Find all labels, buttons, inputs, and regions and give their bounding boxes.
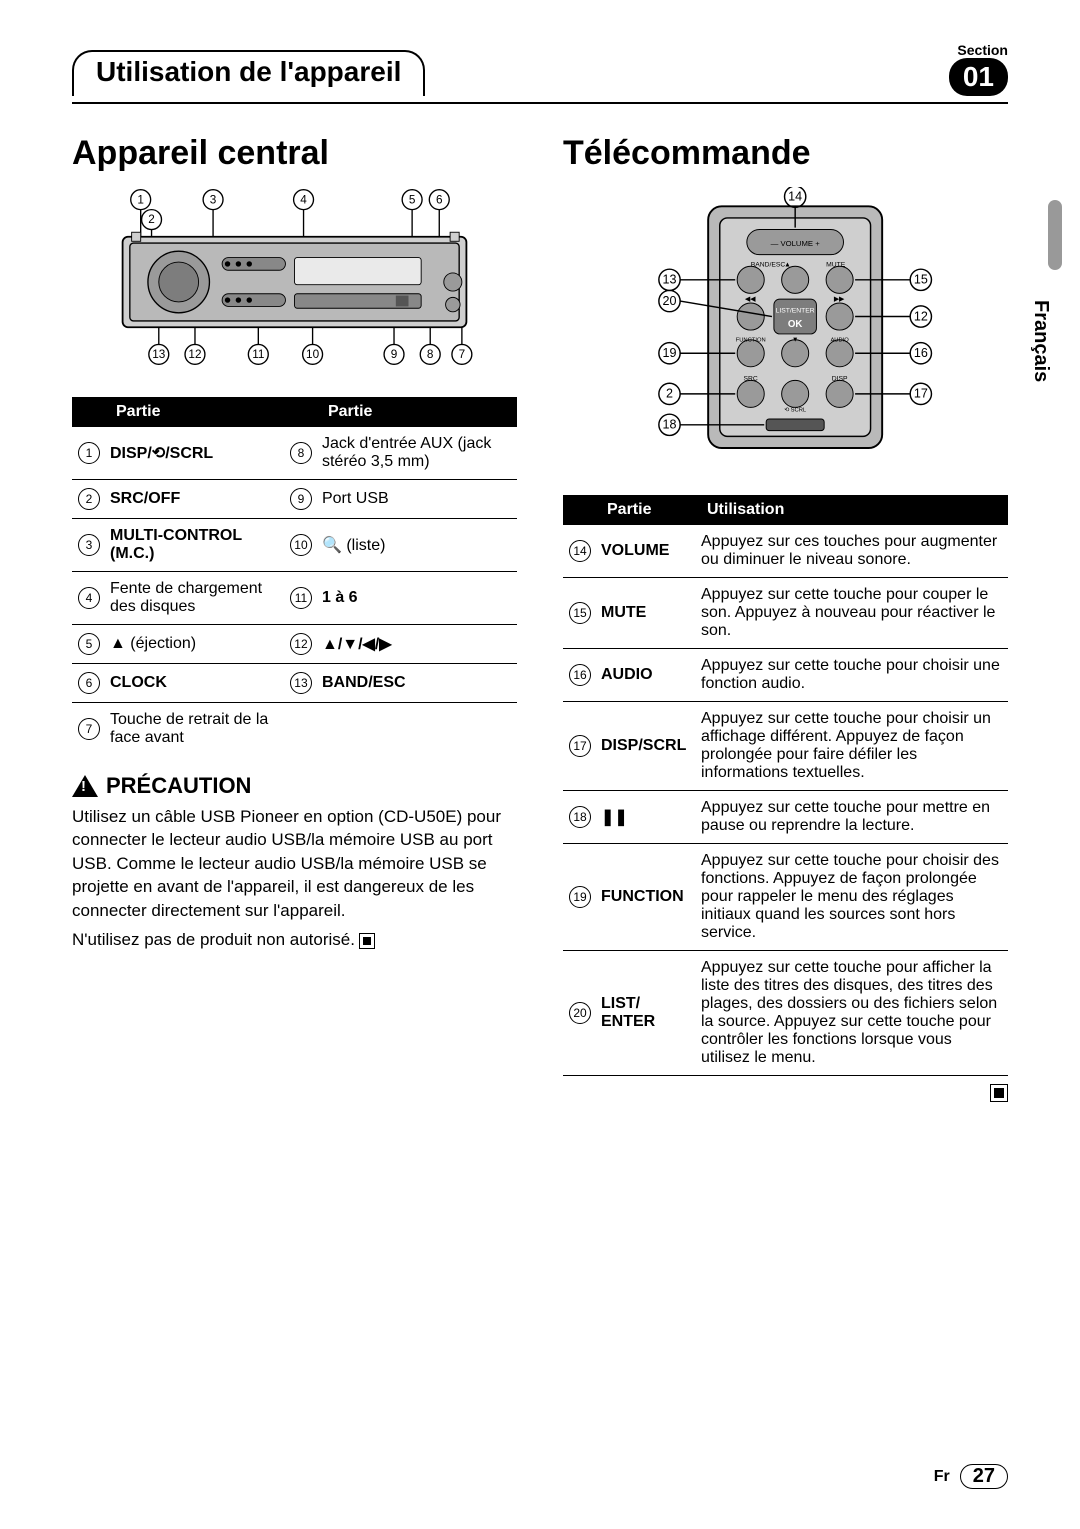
svg-text:▼: ▼: [792, 337, 799, 344]
precaution-text-2: N'utilisez pas de produit non autorisé.: [72, 928, 517, 951]
svg-text:⟲ SCRL: ⟲ SCRL: [784, 407, 807, 413]
table-row: 15MUTEAppuyez sur cette touche pour coup…: [563, 578, 1008, 649]
svg-text:11: 11: [252, 348, 264, 361]
svg-text:12: 12: [188, 348, 201, 361]
svg-text:SRC: SRC: [744, 375, 758, 382]
svg-text:16: 16: [914, 346, 928, 360]
page-title-tab: Utilisation de l'appareil: [72, 50, 425, 96]
side-language-tab: Français: [1029, 300, 1052, 382]
svg-text:20: 20: [663, 294, 677, 308]
svg-text:OK: OK: [788, 319, 803, 330]
table-row: 18❚❚Appuyez sur cette touche pour mettre…: [563, 791, 1008, 844]
svg-text:LIST/ENTER: LIST/ENTER: [776, 308, 815, 315]
precaution-title: PRÉCAUTION: [106, 773, 251, 799]
th-partie-left: Partie: [106, 397, 284, 427]
svg-text:18: 18: [663, 418, 677, 432]
warning-icon: [72, 775, 98, 797]
footer-lang: Fr: [934, 1468, 950, 1486]
table-row: 3MULTI-CONTROL (M.C.)10🔍 (liste): [72, 519, 517, 572]
svg-text:FUNCTION: FUNCTION: [736, 338, 766, 344]
table-row: 7Touche de retrait de la face avant: [72, 703, 517, 756]
remote-diagram: — VOLUME + BAND/ESC MUTE ▲ LIST/ENTER: [563, 187, 1008, 477]
section-number-badge: 01: [949, 58, 1008, 96]
precaution-text-1: Utilisez un câble USB Pioneer en option …: [72, 805, 517, 922]
svg-text:13: 13: [663, 273, 677, 287]
table-row: 14VOLUMEAppuyez sur ces touches pour aug…: [563, 525, 1008, 578]
svg-text:2: 2: [666, 387, 673, 401]
svg-text:9: 9: [391, 348, 398, 361]
svg-text:19: 19: [663, 346, 677, 360]
head-unit-parts-table: Partie Partie 1DISP/⟲/SCRL8Jack d'entrée…: [72, 397, 517, 755]
table-row: 6CLOCK13BAND/ESC: [72, 664, 517, 703]
svg-text:▶▶: ▶▶: [834, 296, 845, 303]
svg-text:7: 7: [459, 348, 466, 361]
svg-text:17: 17: [914, 387, 928, 401]
left-title: Appareil central: [72, 134, 517, 173]
th-partie-right: Partie: [318, 397, 517, 427]
table-row: 2SRC/OFF9Port USB: [72, 480, 517, 519]
svg-text:3: 3: [210, 193, 217, 206]
head-unit-diagram: 1 3 4 5 6 2: [72, 187, 517, 377]
svg-text:2: 2: [148, 213, 155, 226]
table-row: 1DISP/⟲/SCRL8Jack d'entrée AUX (jack sté…: [72, 427, 517, 480]
precaution-block: PRÉCAUTION Utilisez un câble USB Pioneer…: [72, 773, 517, 952]
svg-text:5: 5: [409, 193, 416, 206]
svg-text:4: 4: [300, 193, 307, 206]
table-row: 5▲ (éjection)12▲/▼/◀/▶: [72, 625, 517, 664]
end-icon: [359, 933, 375, 949]
right-title: Télécommande: [563, 134, 1008, 173]
svg-text:DISP: DISP: [832, 375, 848, 382]
svg-text:1: 1: [137, 193, 144, 206]
table-row: 17DISP/SCRLAppuyez sur cette touche pour…: [563, 702, 1008, 791]
svg-text:— VOLUME +: — VOLUME +: [771, 239, 821, 248]
table-row: 4Fente de chargement des disques111 à 6: [72, 572, 517, 625]
table-row: 16AUDIOAppuyez sur cette touche pour cho…: [563, 649, 1008, 702]
th-utilisation: Utilisation: [697, 495, 1008, 525]
side-tab-pill: [1048, 200, 1062, 270]
th-partie: Partie: [597, 495, 697, 525]
svg-text:8: 8: [427, 348, 434, 361]
svg-text:AUDIO: AUDIO: [830, 338, 849, 344]
svg-text:14: 14: [788, 190, 802, 204]
table-row: 20LIST/ ENTERAppuyez sur cette touche po…: [563, 951, 1008, 1076]
section-end-icon: [990, 1084, 1008, 1102]
remote-parts-table: Partie Utilisation 14VOLUMEAppuyez sur c…: [563, 495, 1008, 1076]
svg-text:13: 13: [152, 348, 166, 361]
svg-text:15: 15: [914, 273, 928, 287]
svg-text:◀◀: ◀◀: [745, 296, 756, 303]
table-row: 19FUNCTIONAppuyez sur cette touche pour …: [563, 844, 1008, 951]
page-footer: Fr 27: [934, 1464, 1008, 1489]
svg-text:6: 6: [436, 193, 443, 206]
svg-text:12: 12: [914, 309, 928, 323]
page-number: 27: [960, 1464, 1008, 1489]
svg-text:10: 10: [306, 348, 320, 361]
